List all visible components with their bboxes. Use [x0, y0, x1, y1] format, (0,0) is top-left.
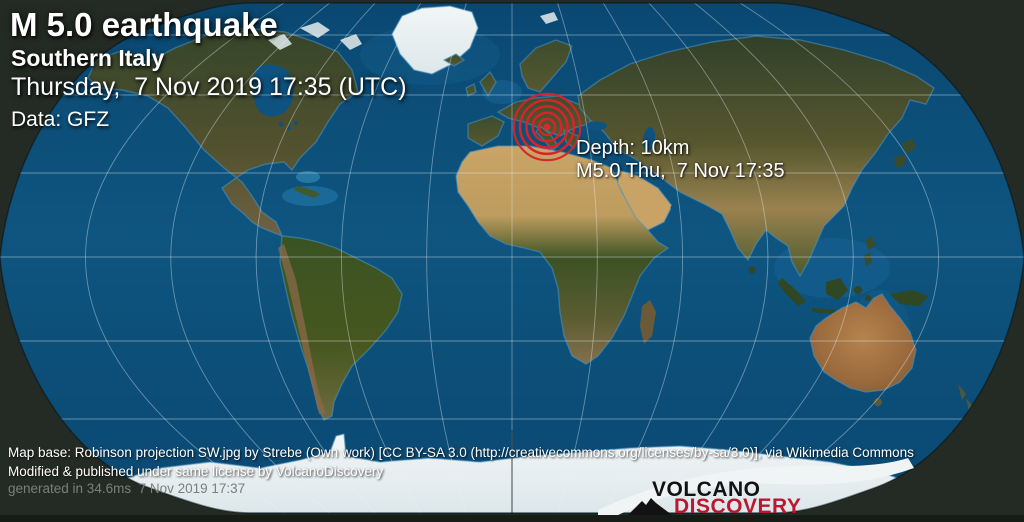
- bottom-bar: [0, 515, 1024, 522]
- volcanodiscovery-logo: VOLCANO DISCOVERY: [628, 478, 898, 518]
- license-line: Modified & published under same license …: [8, 464, 384, 479]
- quake-datetime: Thursday, 7 Nov 2019 17:35 (UTC): [11, 73, 407, 101]
- map-attribution: Map base: Robinson projection SW.jpg by …: [8, 445, 914, 460]
- epicenter-magnitude-label: M5.0 Thu, 7 Nov 17:35: [576, 160, 785, 182]
- arctic-islands: [268, 12, 558, 50]
- tasmania: [874, 398, 882, 406]
- continent-australia: [809, 293, 917, 393]
- epicenter-marker: [512, 92, 582, 162]
- epicenter-depth-label: Depth: 10km: [576, 137, 690, 159]
- japan-islands: [864, 138, 916, 266]
- continent-africa: [455, 145, 670, 365]
- quake-title: M 5.0 earthquake: [10, 6, 278, 43]
- arabian-peninsula: [617, 169, 673, 231]
- logo-word-discovery: DISCOVERY: [674, 495, 802, 518]
- continents: [87, 5, 976, 513]
- indonesia-islands: [748, 266, 928, 314]
- caribbean-islands: [294, 186, 320, 198]
- data-source: Data: GFZ: [11, 108, 110, 131]
- continent-asia: [577, 35, 935, 278]
- madagascar: [640, 300, 656, 344]
- antarctica: [98, 433, 942, 513]
- logo-word-volcano: VOLCANO: [652, 478, 761, 501]
- quake-region: Southern Italy: [11, 45, 165, 71]
- generated-line: generated in 34.6ms 7 Nov 2019 17:37: [8, 481, 246, 496]
- andes: [278, 244, 326, 414]
- hudson-bay: [252, 64, 294, 117]
- logo-swoosh: [598, 458, 914, 516]
- volcano-icon: [628, 498, 672, 515]
- inland-seas: [278, 121, 686, 215]
